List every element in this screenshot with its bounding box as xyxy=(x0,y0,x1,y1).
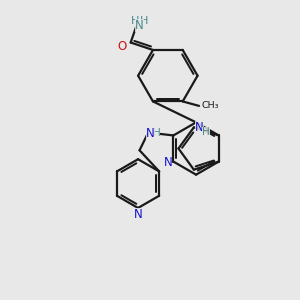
Text: H: H xyxy=(153,128,160,138)
Text: N: N xyxy=(135,19,144,32)
Text: H: H xyxy=(131,16,139,26)
Text: O: O xyxy=(118,40,127,53)
Text: N: N xyxy=(146,127,155,140)
Text: H: H xyxy=(202,127,210,137)
Text: N: N xyxy=(134,208,142,221)
Text: N: N xyxy=(195,122,204,134)
Text: N: N xyxy=(164,156,172,169)
Text: H: H xyxy=(140,16,148,26)
Text: CH₃: CH₃ xyxy=(201,101,219,110)
